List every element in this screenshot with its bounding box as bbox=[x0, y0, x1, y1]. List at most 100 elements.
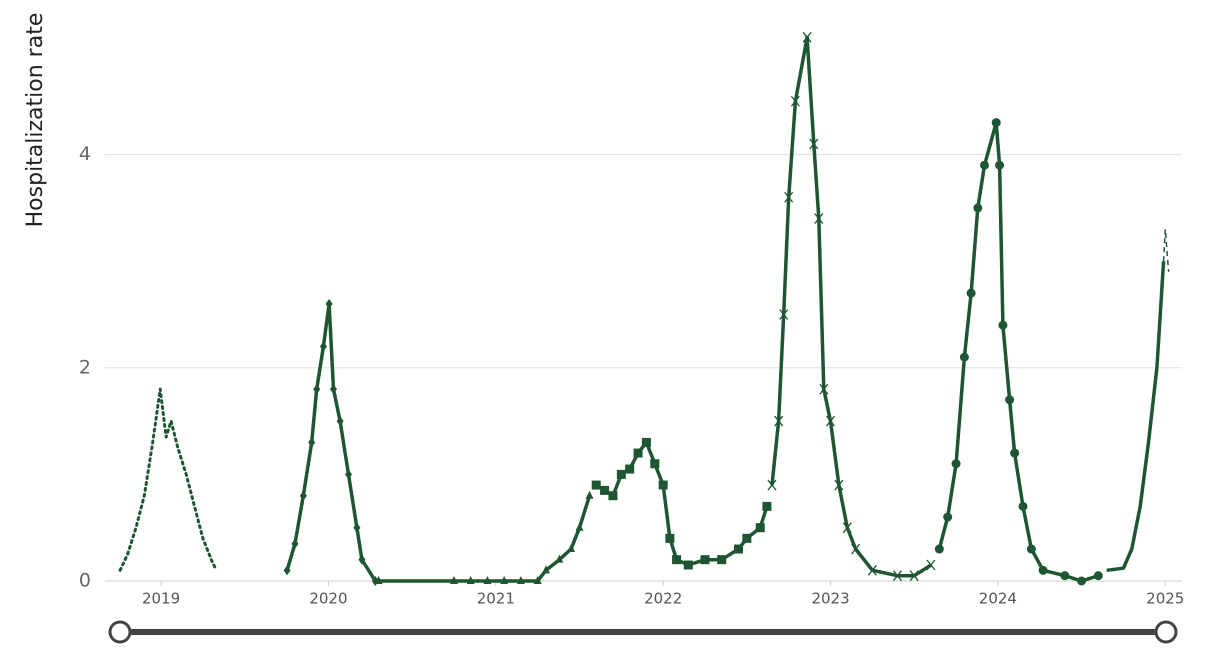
point bbox=[283, 565, 291, 576]
point bbox=[313, 384, 321, 395]
point bbox=[1005, 395, 1015, 405]
point bbox=[345, 469, 353, 480]
point bbox=[762, 501, 772, 511]
point bbox=[784, 191, 794, 203]
series-line bbox=[378, 495, 592, 583]
point bbox=[1038, 565, 1048, 575]
point bbox=[608, 491, 618, 501]
point bbox=[319, 341, 327, 352]
x-tick-label: 2021 bbox=[477, 590, 515, 608]
point bbox=[742, 533, 752, 543]
point bbox=[951, 459, 961, 469]
series bbox=[374, 490, 594, 584]
y-tick-label: 2 bbox=[79, 356, 91, 378]
point bbox=[600, 485, 610, 495]
point bbox=[466, 576, 475, 584]
point bbox=[374, 576, 383, 584]
point bbox=[641, 437, 651, 447]
point bbox=[809, 138, 819, 150]
point bbox=[700, 555, 710, 565]
point bbox=[353, 522, 361, 533]
x-tick-label: 2024 bbox=[979, 590, 1017, 608]
point bbox=[826, 415, 836, 427]
point bbox=[575, 522, 584, 531]
point bbox=[1010, 448, 1020, 458]
x-tick-label: 2022 bbox=[644, 590, 682, 608]
point bbox=[329, 384, 337, 395]
point bbox=[449, 576, 458, 584]
point bbox=[658, 480, 668, 490]
point bbox=[585, 490, 594, 499]
series bbox=[767, 31, 936, 582]
series-line bbox=[1162, 228, 1170, 272]
point bbox=[995, 160, 1005, 170]
point bbox=[672, 555, 682, 565]
point bbox=[633, 448, 643, 458]
point bbox=[980, 160, 990, 170]
series-line bbox=[118, 387, 218, 572]
point bbox=[851, 543, 861, 555]
point bbox=[1077, 576, 1087, 586]
series-line bbox=[285, 302, 377, 582]
range-slider[interactable] bbox=[108, 620, 1178, 644]
point bbox=[834, 479, 844, 491]
x-tick-label: 2020 bbox=[309, 590, 347, 608]
point bbox=[767, 479, 777, 491]
point bbox=[1018, 501, 1028, 511]
point bbox=[998, 320, 1008, 330]
point bbox=[533, 576, 542, 584]
point bbox=[1060, 571, 1070, 581]
series bbox=[283, 298, 379, 586]
point bbox=[774, 415, 784, 427]
point bbox=[291, 538, 299, 549]
point bbox=[1026, 544, 1036, 554]
point bbox=[616, 469, 626, 479]
point bbox=[779, 309, 789, 320]
point bbox=[336, 416, 344, 427]
point bbox=[755, 523, 765, 533]
point bbox=[934, 544, 944, 554]
x-tick-label: 2023 bbox=[811, 590, 849, 608]
y-axis-label: Hospitalization rate bbox=[23, 13, 48, 228]
point bbox=[665, 533, 675, 543]
slider-handle[interactable] bbox=[108, 620, 132, 644]
point bbox=[814, 213, 824, 224]
point bbox=[555, 554, 564, 563]
point bbox=[943, 512, 953, 522]
point bbox=[909, 570, 919, 582]
point bbox=[842, 522, 852, 534]
series bbox=[1106, 261, 1166, 573]
point bbox=[1093, 571, 1103, 581]
point bbox=[973, 203, 983, 213]
point bbox=[733, 544, 743, 554]
series bbox=[118, 387, 218, 572]
point bbox=[591, 480, 601, 490]
x-tick-label: 2019 bbox=[142, 590, 180, 608]
x-tick-label: 2025 bbox=[1146, 590, 1184, 608]
point bbox=[802, 31, 812, 43]
point bbox=[959, 352, 969, 362]
series bbox=[1162, 228, 1170, 272]
point bbox=[717, 555, 727, 565]
series bbox=[934, 118, 1103, 586]
point bbox=[516, 576, 525, 584]
point bbox=[892, 570, 902, 582]
series-line bbox=[770, 35, 932, 578]
point bbox=[567, 544, 576, 553]
point bbox=[308, 437, 316, 448]
point bbox=[819, 383, 829, 395]
point bbox=[542, 565, 551, 574]
y-tick-label: 0 bbox=[79, 570, 91, 592]
series-line bbox=[937, 120, 1099, 583]
series-line bbox=[1106, 261, 1166, 573]
series bbox=[591, 437, 772, 570]
point bbox=[483, 576, 492, 584]
point bbox=[625, 464, 635, 474]
point bbox=[650, 459, 660, 469]
point bbox=[299, 490, 307, 501]
slider-handle[interactable] bbox=[1154, 620, 1178, 644]
point bbox=[867, 564, 877, 576]
point bbox=[500, 576, 509, 584]
